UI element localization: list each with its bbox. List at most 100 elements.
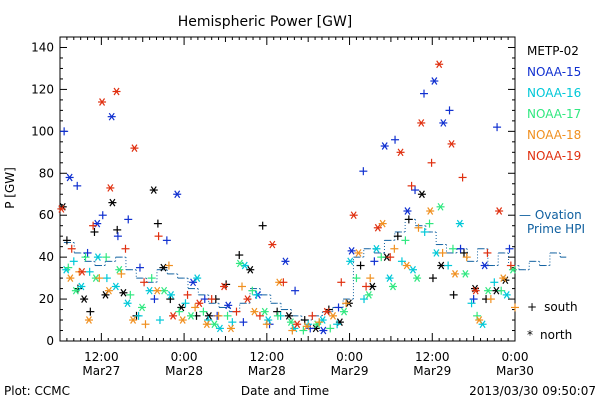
point-noaa-17-south: [147, 274, 156, 283]
point-noaa-18-north: [250, 307, 259, 316]
plot-credit: Plot: CCMC: [4, 384, 70, 398]
point-noaa-18-north: [402, 261, 411, 270]
point-noaa-15-south: [200, 295, 209, 304]
point-metp-02-south: [356, 261, 365, 270]
point-noaa-19-south: [427, 158, 436, 167]
point-noaa-19-north: [435, 60, 444, 69]
point-noaa-17-north: [413, 274, 422, 282]
point-noaa-17-south: [448, 244, 457, 253]
point-noaa-15-south: [150, 295, 159, 304]
legend-ovation-line2: Prime HPI: [527, 222, 585, 236]
point-noaa-19-south: [67, 244, 76, 253]
point-noaa-19-north: [349, 211, 358, 220]
point-noaa-16-south: [102, 274, 111, 283]
point-noaa-18-south: [164, 261, 173, 270]
point-noaa-16-south: [252, 290, 261, 299]
point-noaa-19-south: [407, 181, 416, 190]
point-noaa-16-south: [467, 299, 476, 308]
point-noaa-19-north: [78, 267, 87, 276]
x-tick-time: 12:00: [415, 350, 450, 364]
point-noaa-18-south: [342, 299, 351, 308]
legend-noaa-15: NOAA-15: [527, 65, 581, 79]
point-noaa-19-south: [506, 261, 515, 270]
x-tick-date: Mar29: [331, 364, 369, 378]
point-noaa-19-north: [169, 311, 178, 320]
point-noaa-18-south: [486, 295, 495, 304]
point-noaa-19-south: [483, 248, 492, 257]
point-noaa-17-south: [81, 253, 90, 262]
point-noaa-16-south: [444, 261, 453, 270]
point-noaa-15-north: [224, 301, 233, 310]
y-tick-label: 0: [46, 334, 54, 348]
point-noaa-15-south: [135, 263, 144, 272]
point-noaa-18-north: [329, 311, 337, 320]
point-noaa-18-north: [84, 316, 93, 324]
point-noaa-17-south: [102, 253, 111, 262]
y-tick-label: 100: [31, 124, 54, 138]
point-noaa-16-north: [193, 274, 202, 282]
point-noaa-17-north: [138, 303, 147, 312]
point-noaa-17-south: [299, 326, 308, 335]
point-noaa-15-north: [319, 326, 328, 335]
point-noaa-15-north: [347, 246, 356, 255]
point-noaa-18-north: [66, 274, 75, 282]
point-noaa-18-south: [214, 311, 223, 320]
point-noaa-18-north: [451, 270, 460, 278]
point-metp-02-south: [404, 215, 413, 224]
legend-ovation-line1: — Ovation: [519, 208, 582, 222]
point-noaa-17-north: [260, 307, 269, 316]
point-noaa-15-north: [430, 77, 439, 85]
point-noaa-16-south: [490, 278, 499, 287]
point-noaa-18-south: [238, 282, 246, 291]
point-noaa-17-north: [71, 286, 80, 295]
point-metp-02-south: [393, 232, 402, 241]
point-noaa-19-north: [396, 148, 405, 157]
point-noaa-18-north: [475, 316, 484, 324]
marker-legend: + south * north: [527, 300, 578, 342]
legend-noaa-19: NOAA-19: [527, 149, 581, 163]
point-noaa-19-south: [154, 232, 163, 241]
point-noaa-16-north: [215, 324, 224, 333]
point-metp-02-south: [235, 251, 244, 260]
point-noaa-18-south: [414, 223, 423, 232]
point-noaa-19-north: [112, 87, 121, 96]
point-noaa-16-north: [166, 291, 175, 299]
point-noaa-18-north: [354, 249, 363, 257]
point-noaa-16-north: [111, 282, 120, 291]
point-noaa-17-north: [115, 265, 124, 274]
marker-legend-north: * north: [527, 328, 572, 342]
point-noaa-17-north: [388, 282, 397, 291]
point-noaa-17-north: [340, 307, 349, 316]
marker-symbol: +: [527, 300, 537, 314]
point-noaa-16-north: [372, 244, 381, 253]
point-noaa-18-north: [178, 316, 187, 324]
point-noaa-16-north: [385, 274, 394, 282]
point-noaa-16-south: [69, 257, 78, 266]
point-noaa-19-north: [417, 119, 426, 127]
y-tick-label: 20: [39, 292, 54, 306]
point-noaa-17-south: [273, 311, 282, 320]
point-noaa-16-south: [420, 227, 429, 236]
point-metp-02-north: [80, 295, 89, 303]
point-noaa-15-north: [403, 207, 412, 215]
point-noaa-15-south: [60, 127, 69, 136]
point-noaa-15-south: [113, 232, 122, 241]
point-noaa-15-south: [359, 167, 368, 176]
point-noaa-18-south: [191, 303, 200, 312]
point-noaa-16-north: [502, 291, 511, 299]
point-noaa-15-north: [439, 119, 448, 127]
point-noaa-18-south: [390, 244, 399, 253]
point-noaa-15-north: [380, 142, 389, 150]
y-tick-label: 140: [31, 40, 54, 54]
point-noaa-18-south: [288, 326, 297, 335]
point-noaa-17-south: [64, 263, 73, 272]
point-noaa-17-south: [199, 307, 208, 316]
point-noaa-15-south: [124, 215, 133, 224]
point-noaa-15-south: [493, 123, 502, 132]
point-noaa-19-north: [57, 205, 66, 213]
marker-label: north: [540, 328, 572, 342]
ovation-hpi-series: [63, 218, 567, 321]
point-metp-02-south: [273, 307, 282, 316]
point-metp-02-south: [113, 225, 122, 234]
